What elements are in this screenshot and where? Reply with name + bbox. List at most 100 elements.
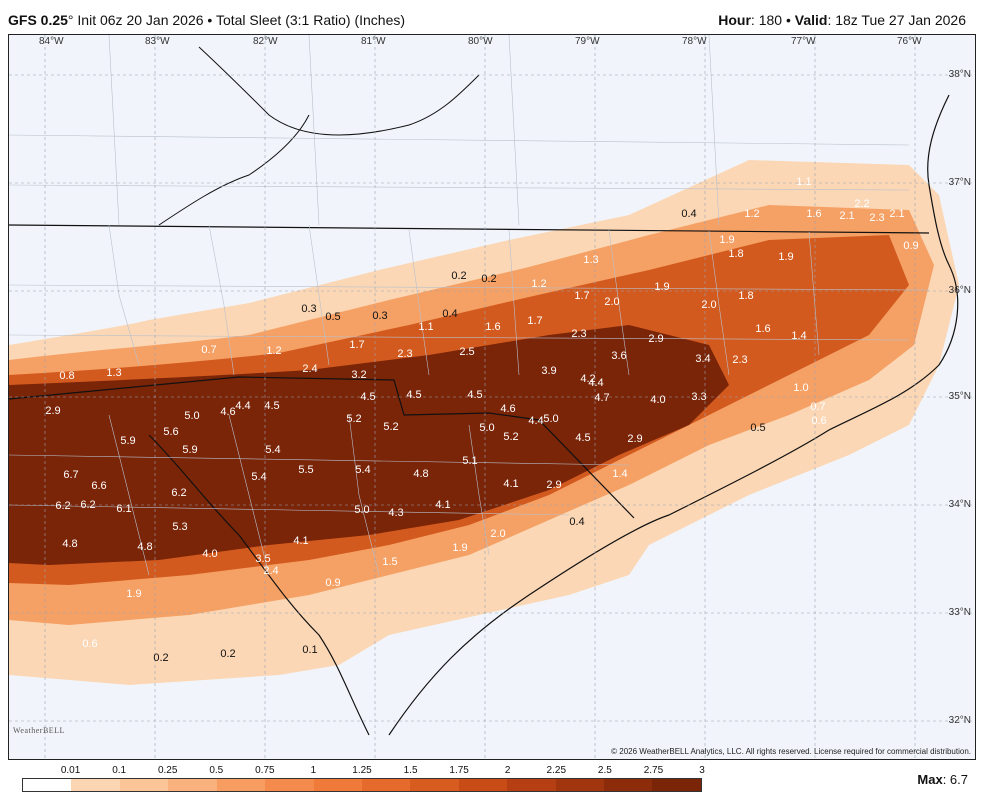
sleet-value-label: 3.3 [691,391,706,403]
sleet-value-label: 5.4 [265,444,280,456]
sleet-value-label: 4.5 [575,432,590,444]
colorbar-label: 0.5 [209,765,224,776]
sleet-value-label: 1.8 [738,290,753,302]
sleet-value-label: 4.6 [220,406,235,418]
lat-label-38n: 38°N [948,69,971,80]
colorbar-swatch [119,779,169,791]
state-border-wv-va [198,46,480,136]
sleet-value-label: 4.5 [406,389,421,401]
colorbar-label: 1.25 [352,765,372,776]
max-value: Max: 6.7 [917,772,968,787]
sleet-value-label: 1.9 [126,588,141,600]
sleet-value-label: 4.4 [528,415,543,427]
lon-label-76w: 76°W [897,36,922,47]
sleet-value-label: 3.6 [611,350,626,362]
valid-value: : 18z Tue 27 Jan 2026 [827,12,966,28]
sleet-value-label: 0.7 [810,401,825,413]
run-info: Init 06z 20 Jan 2026 • Total Sleet (3:1 … [73,12,406,28]
sleet-value-label: 2.3 [732,354,747,366]
sleet-value-label: 6.1 [116,503,131,515]
colorbar-label: 2.5 [597,765,612,776]
sleet-value-label: 6.2 [55,500,70,512]
lon-label-80w: 80°W [468,36,493,47]
sleet-value-label: 5.6 [163,426,178,438]
lon-gridlines [44,35,916,759]
sleet-value-label: 4.1 [435,499,450,511]
sleet-value-label: 1.4 [612,468,627,480]
colorbar-label: 3 [699,765,705,776]
colorbar-swatch [604,779,653,791]
max-label-text: Max [917,772,943,787]
sleet-value-label: 0.8 [59,370,74,382]
colorbar-swatch [458,779,508,791]
sleet-value-label: 2.3 [397,348,412,360]
sleet-value-label: 4.5 [360,391,375,403]
sleet-value-label: 0.4 [442,308,457,320]
sleet-value-label: 4.4 [588,377,603,389]
sleet-value-label: 1.4 [791,330,806,342]
sleet-value-label: 2.1 [839,210,854,222]
valid-time: Hour: 180 • Valid: 18z Tue 27 Jan 2026 [718,12,966,28]
sleet-value-label: 1.2 [266,345,281,357]
sleet-value-label: 2.1 [889,208,904,220]
sleet-value-label: 2.9 [546,479,561,491]
sleet-value-label: 1.6 [755,323,770,335]
sleet-value-label: 0.2 [451,270,466,282]
lat-gridlines [9,74,975,722]
sleet-value-label: 2.9 [627,433,642,445]
colorbar-swatch [507,779,556,791]
sleet-value-label: 6.2 [80,499,95,511]
sleet-value-label: 2.4 [263,565,278,577]
colorbar-swatch [410,779,459,791]
lon-label-82w: 82°W [253,36,278,47]
sleet-value-label: 2.3 [869,212,884,224]
lat-label-32n: 32°N [948,715,971,726]
lat-label-35n: 35°N [948,391,971,402]
sleet-value-label: 0.4 [569,516,584,528]
sleet-value-label: 0.3 [372,310,387,322]
colorbar-label: 1.5 [403,765,418,776]
colorbar-label: 1 [310,765,317,776]
map-canvas: 1.10.4 1.2 1.62.22.1 2.3 2.10.91.91.8 1.91.30… [9,35,975,759]
sleet-value-label: 5.9 [120,435,135,447]
colorbar-swatch [265,779,314,791]
value-labels: 1.10.4 1.2 1.62.22.1 2.3 2.10.91.91.8 1.91.30… [45,176,918,664]
sleet-value-label: 1.9 [778,251,793,263]
sleet-value-label: 0.4 [681,208,696,220]
sleet-value-label: 1.1 [418,321,433,333]
sleet-value-label: 0.9 [903,240,918,252]
sleet-value-label: 1.2 [744,208,759,220]
sleet-value-label: 2.9 [648,333,663,345]
lat-label-33n: 33°N [948,607,971,618]
colorbar-label: 2.25 [546,765,567,776]
sleet-value-label: 1.8 [728,248,743,260]
sleet-value-label: 6.7 [63,469,78,481]
lon-label-78w: 78°W [682,36,707,47]
lon-label-79w: 79°W [575,36,600,47]
sleet-value-label: 1.6 [806,208,821,220]
colorbar-swatch [216,779,266,791]
sleet-value-label: 1.7 [574,290,589,302]
sleet-value-label: 3.2 [351,369,366,381]
sleet-value-label: 0.2 [153,652,168,664]
model-name: GFS 0.25 [8,12,68,28]
sleet-value-label: 2.0 [604,296,619,308]
sleet-value-label: 0.9 [325,577,340,589]
hour-label: Hour [718,12,751,28]
sleet-value-label: 4.5 [264,400,279,412]
max-value-text: : 6.7 [942,772,968,787]
colorbar-swatch [71,779,120,791]
sleet-value-label: 4.1 [293,535,308,547]
map-title: GFS 0.25° Init 06z 20 Jan 2026 • Total S… [8,12,405,28]
colorbar-label: 1.75 [449,765,469,776]
sleet-value-label: 5.0 [479,422,494,434]
sleet-value-label: 2.3 [571,328,586,340]
sleet-value-label: 3.5 [255,553,270,565]
copyright-notice: © 2026 WeatherBELL Analytics, LLC. All r… [611,747,971,756]
sleet-value-label: 4.8 [137,541,152,553]
sleet-value-label: 2.9 [45,405,60,417]
sleet-value-label: 1.9 [654,281,669,293]
sleet-value-label: 2.2 [854,198,869,210]
lat-label-36n: 36°N [948,285,971,296]
sleet-value-label: 3.9 [541,365,556,377]
